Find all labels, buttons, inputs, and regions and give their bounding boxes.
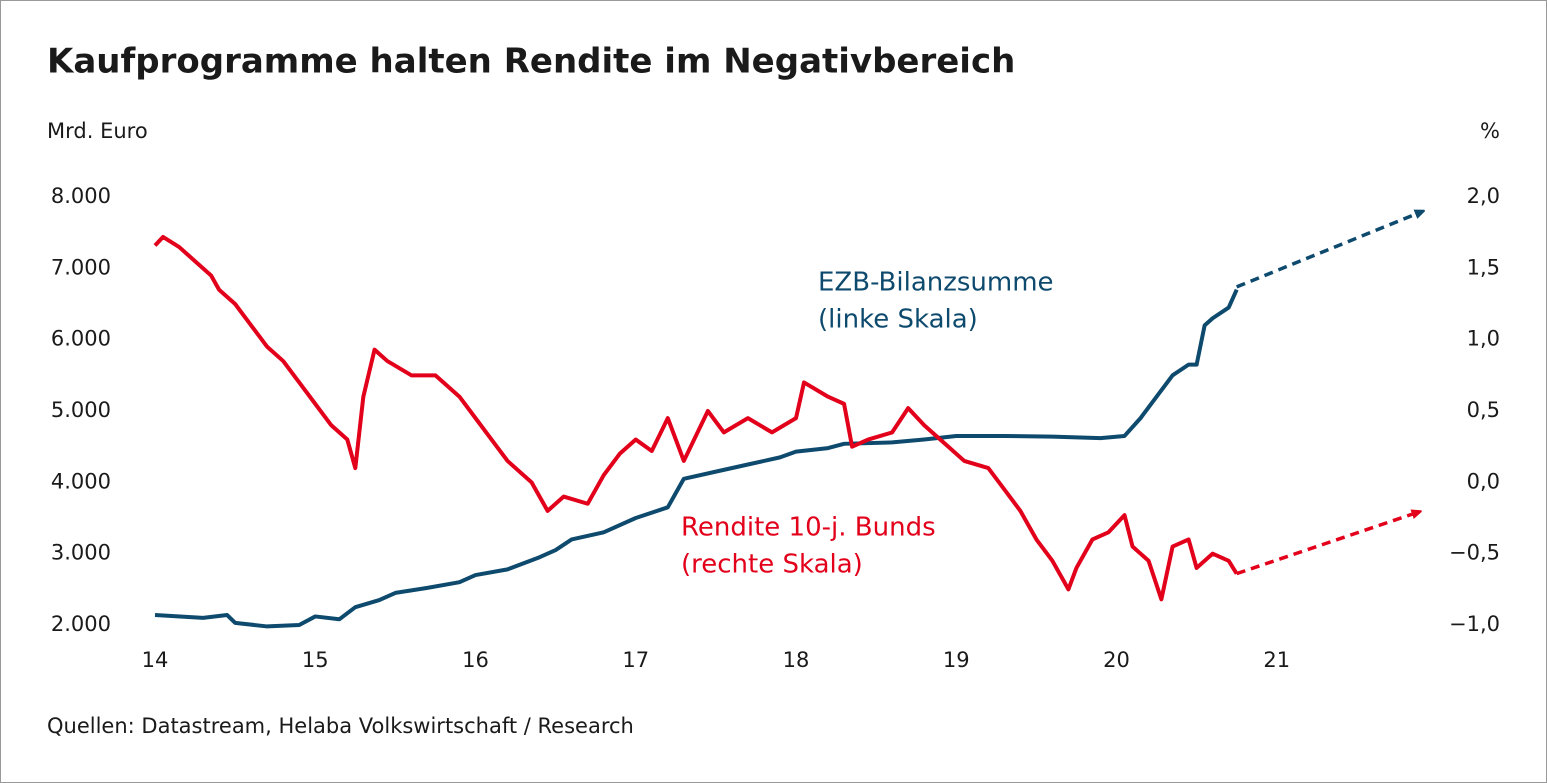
y-tick-label: 8.000 <box>51 184 111 208</box>
x-tick-label: 20 <box>1103 648 1130 672</box>
projection-line <box>1236 512 1418 576</box>
series-label: EZB-Bilanzsumme <box>818 268 1054 298</box>
y2-tick-label: 1,5 <box>1467 255 1500 279</box>
y-tick-label: 4.000 <box>51 469 111 493</box>
series-line <box>153 234 1239 602</box>
y2-tick-label: 2,0 <box>1467 184 1500 208</box>
y-axis-label: Mrd. Euro <box>47 119 148 143</box>
y-tick-label: 6.000 <box>51 327 111 351</box>
x-tick-label: 21 <box>1263 648 1290 672</box>
y2-tick-label: −1,0 <box>1449 612 1500 636</box>
y2-tick-label: 0,5 <box>1467 398 1500 422</box>
source: Quellen: Datastream, Helaba Volkswirtsch… <box>47 714 634 738</box>
y-tick-label: 2.000 <box>51 612 111 636</box>
projection-line <box>1236 212 1421 289</box>
x-tick-label: 15 <box>302 648 329 672</box>
y-tick-label: 7.000 <box>51 255 111 279</box>
series-scale-label: (rechte Skala) <box>681 550 863 580</box>
x-tick-label: 16 <box>462 648 489 672</box>
x-tick-label: 14 <box>142 648 169 672</box>
y-tick-label: 5.000 <box>51 398 111 422</box>
y2-tick-label: 0,0 <box>1467 469 1500 493</box>
series-line <box>154 288 1239 629</box>
series-scale-label: (linke Skala) <box>818 305 978 335</box>
x-tick-label: 18 <box>783 648 810 672</box>
y2-axis-label: % <box>1480 119 1500 143</box>
y-tick-label: 3.000 <box>51 541 111 565</box>
chart-title: Kaufprogramme halten Rendite im Negativb… <box>47 42 1015 82</box>
x-tick-label: 19 <box>943 648 970 672</box>
x-tick-label: 17 <box>622 648 649 672</box>
series-label: Rendite 10-j. Bunds <box>681 513 936 543</box>
y2-tick-label: 1,0 <box>1467 327 1500 351</box>
y2-tick-label: −0,5 <box>1449 541 1500 565</box>
